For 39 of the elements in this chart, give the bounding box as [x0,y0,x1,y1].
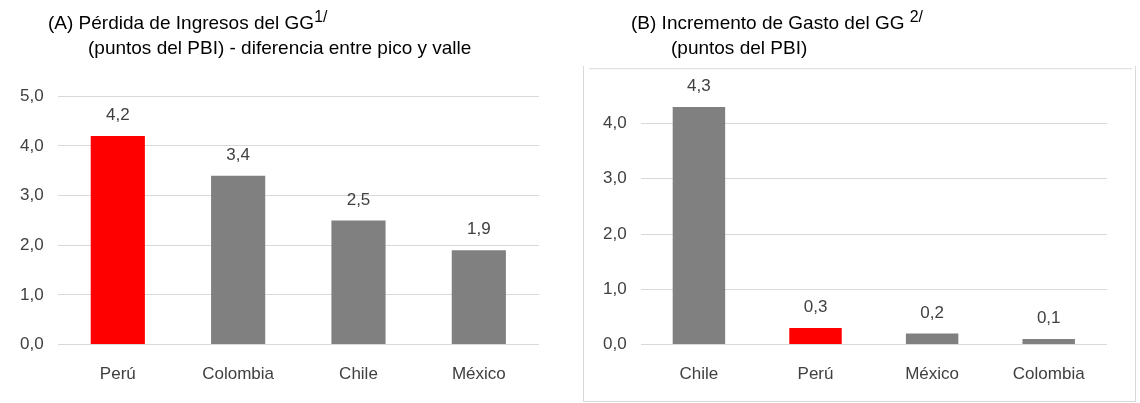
y-tick-label: 2,0 [602,223,627,243]
x-tick-label: Perú [99,364,136,384]
y-tick-label: 3,0 [19,185,44,205]
bar [789,328,842,345]
data-label: 0,1 [1036,308,1061,328]
chart-subtitle: (puntos del PBI) [670,36,809,61]
data-label: 2,5 [346,189,371,209]
data-label: 3,4 [226,144,250,164]
y-tick-label: 0,0 [602,334,627,354]
x-tick-label: Colombia [202,364,275,384]
data-label: 4,2 [105,105,130,125]
bar [331,220,386,345]
y-tick-label: 2,0 [19,234,44,254]
x-tick-label: Chile [679,364,719,384]
bar [905,333,959,345]
data-label: 0,2 [920,302,944,322]
bar [1022,339,1075,345]
data-label: 1,9 [467,219,491,239]
x-tick-label: Colombia [1012,364,1086,384]
bar [672,106,726,345]
y-tick-label: 4,0 [602,113,627,133]
data-label: 0,3 [803,297,828,317]
y-tick-label: 0,0 [19,334,44,354]
data-label: 4,3 [687,76,711,96]
x-tick-label: Perú [797,364,834,384]
bar [90,135,145,345]
bar [451,250,506,345]
x-tick-label: México [451,364,506,384]
y-tick-label: 1,0 [19,284,44,304]
y-tick-label: 4,0 [19,135,44,155]
bar [211,175,266,345]
chart-subtitle: (puntos del PBI) - diferencia entre pico y valle [87,36,472,61]
y-tick-label: 3,0 [602,168,627,188]
chart-title: (B) Incremento de Gasto del GG $^{2/}$ [631,7,923,36]
y-tick-label: 1,0 [602,279,627,299]
y-tick-label: 5,0 [19,85,44,105]
x-tick-label: Chile [339,364,378,384]
x-tick-label: México [905,364,960,384]
chart-title: (A) Pérdida de Ingresos del GG$^{1/}$ [48,7,329,36]
